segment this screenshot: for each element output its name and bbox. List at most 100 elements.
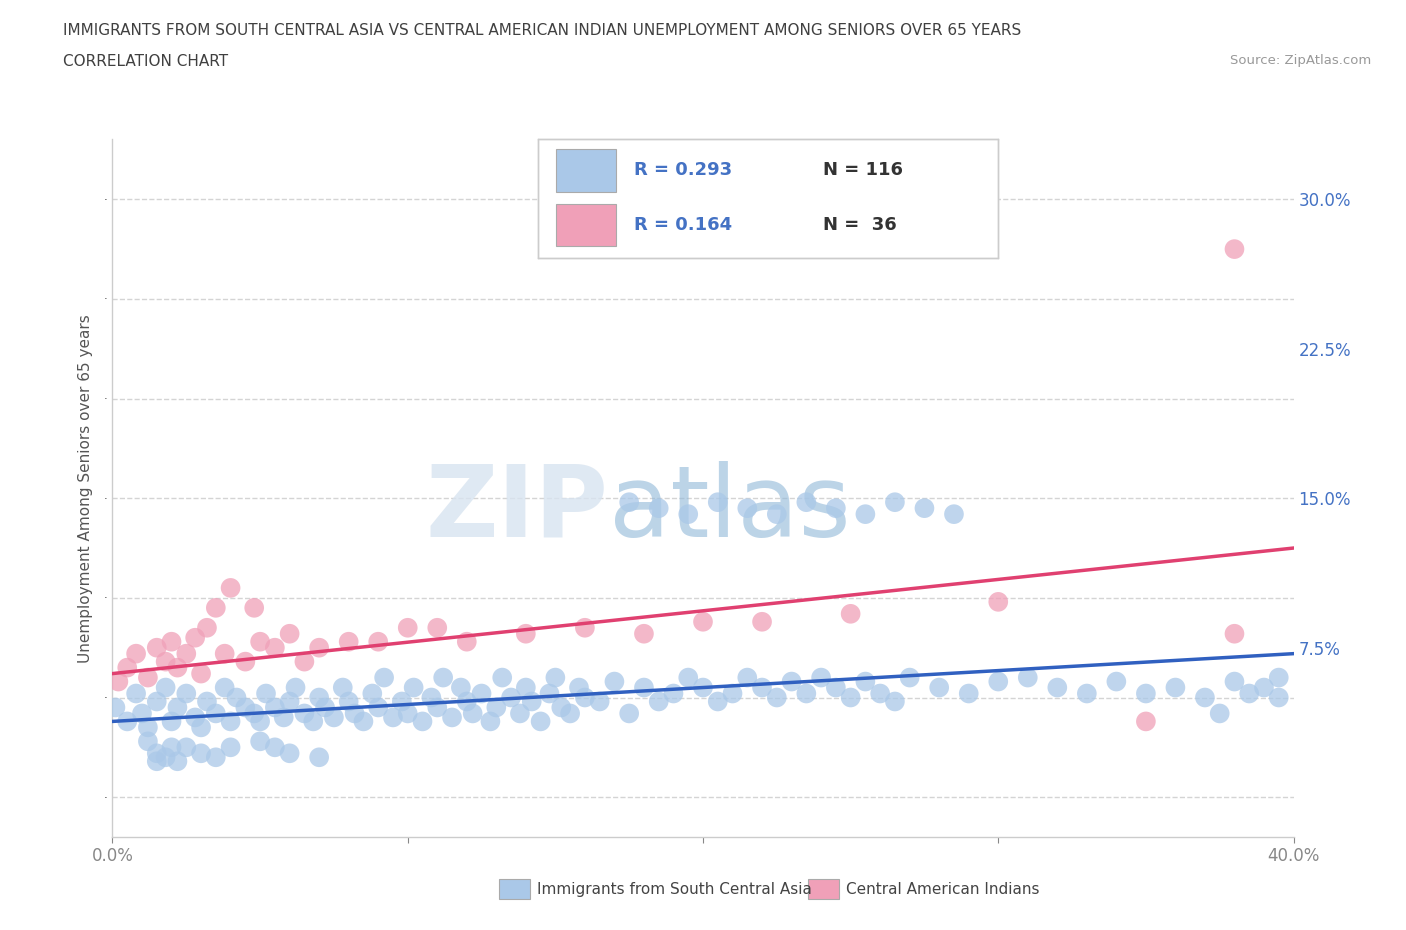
Point — [402, 680, 425, 695]
Point — [574, 620, 596, 635]
Point — [136, 734, 159, 749]
Point — [515, 680, 537, 695]
Y-axis label: Unemployment Among Seniors over 65 years: Unemployment Among Seniors over 65 years — [79, 314, 93, 662]
Point — [190, 746, 212, 761]
Text: ZIP: ZIP — [426, 460, 609, 558]
Point — [432, 671, 454, 685]
Text: CORRELATION CHART: CORRELATION CHART — [63, 54, 228, 69]
Point — [869, 686, 891, 701]
Point — [855, 674, 877, 689]
Point — [1105, 674, 1128, 689]
Point — [308, 750, 330, 764]
Point — [662, 686, 685, 701]
Point — [117, 714, 138, 729]
Point — [205, 601, 228, 616]
Point — [264, 640, 287, 655]
Point — [1223, 626, 1246, 641]
Point — [737, 500, 759, 515]
Point — [146, 746, 169, 761]
Point — [284, 680, 307, 695]
Point — [898, 671, 921, 685]
Point — [214, 646, 236, 661]
Point — [233, 654, 256, 669]
Point — [1046, 680, 1069, 695]
Point — [146, 694, 169, 709]
Point — [479, 714, 502, 729]
Point — [647, 500, 671, 515]
Point — [538, 686, 561, 701]
Point — [520, 694, 543, 709]
Point — [174, 646, 197, 661]
Point — [441, 710, 464, 724]
Point — [184, 631, 207, 645]
Point — [780, 674, 803, 689]
Point — [278, 694, 301, 709]
Point — [796, 686, 818, 701]
Point — [839, 690, 862, 705]
Text: atlas: atlas — [609, 460, 851, 558]
Point — [396, 706, 419, 721]
Point — [470, 686, 494, 701]
Point — [117, 660, 138, 675]
Point — [264, 700, 287, 715]
Point — [824, 500, 846, 515]
Point — [219, 580, 242, 595]
Point — [501, 690, 523, 705]
Point — [146, 640, 169, 655]
Point — [166, 660, 188, 675]
Point — [136, 671, 159, 685]
Point — [373, 671, 395, 685]
Point — [574, 690, 596, 705]
Point — [706, 495, 728, 510]
Point — [160, 714, 183, 729]
Point — [751, 680, 773, 695]
Point — [766, 690, 789, 705]
Point — [1208, 706, 1232, 721]
Point — [382, 710, 405, 724]
Point — [1164, 680, 1187, 695]
Point — [942, 507, 965, 522]
Point — [491, 671, 513, 685]
Point — [1194, 690, 1216, 705]
Point — [314, 700, 336, 715]
Point — [107, 674, 129, 689]
Point — [529, 714, 551, 729]
Point — [544, 671, 567, 685]
Point — [233, 700, 256, 715]
Point — [928, 680, 950, 695]
Point — [721, 686, 744, 701]
Point — [633, 680, 655, 695]
Point — [214, 680, 236, 695]
Point — [104, 700, 127, 715]
Point — [1253, 680, 1275, 695]
Point — [219, 740, 242, 755]
Point — [337, 694, 360, 709]
Point — [337, 634, 360, 649]
Point — [461, 706, 484, 721]
Point — [155, 750, 177, 764]
Point — [633, 626, 655, 641]
Point — [1135, 714, 1157, 729]
Point — [456, 634, 478, 649]
Point — [751, 615, 773, 630]
Point — [456, 694, 478, 709]
Point — [839, 606, 862, 621]
Point — [692, 680, 714, 695]
Point — [588, 694, 610, 709]
Point — [195, 620, 218, 635]
Point — [155, 654, 177, 669]
Bar — [808, 879, 839, 899]
Point — [1223, 674, 1246, 689]
Point — [515, 626, 537, 641]
Point — [737, 671, 759, 685]
Point — [367, 700, 389, 715]
Point — [308, 640, 330, 655]
Point — [292, 654, 315, 669]
Point — [174, 740, 197, 755]
Point — [332, 680, 354, 695]
Point — [1223, 242, 1246, 257]
Point — [619, 495, 641, 510]
Point — [420, 690, 443, 705]
Point — [278, 746, 301, 761]
Point — [273, 710, 295, 724]
